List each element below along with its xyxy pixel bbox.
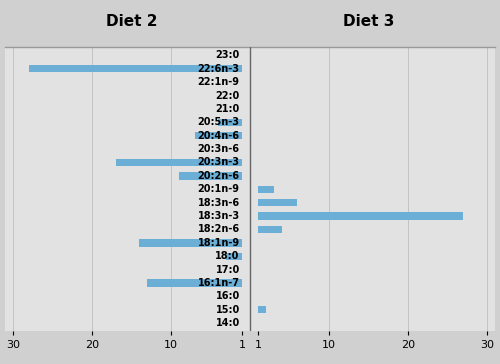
Bar — [258, 212, 464, 220]
Text: 21:0: 21:0 — [216, 104, 240, 114]
Bar — [226, 253, 242, 260]
Text: 20:3n-6: 20:3n-6 — [198, 144, 239, 154]
Text: 20:4n-6: 20:4n-6 — [198, 131, 239, 141]
Text: 20:2n-6: 20:2n-6 — [198, 171, 239, 181]
Text: Diet 3: Diet 3 — [343, 13, 394, 28]
Text: 18:2n-6: 18:2n-6 — [198, 225, 239, 234]
Text: 18:1n-9: 18:1n-9 — [198, 238, 239, 248]
Text: 18:0: 18:0 — [216, 251, 240, 261]
Bar — [258, 226, 281, 233]
Text: Diet 2: Diet 2 — [106, 13, 157, 28]
Bar — [258, 306, 266, 313]
Bar — [258, 199, 298, 206]
Bar — [179, 172, 242, 179]
Text: 18:3n-3: 18:3n-3 — [198, 211, 239, 221]
Text: 20:3n-3: 20:3n-3 — [198, 158, 239, 167]
Text: 20:1n-9: 20:1n-9 — [198, 184, 239, 194]
Bar — [258, 186, 274, 193]
Bar — [148, 279, 242, 287]
Text: 18:3n-6: 18:3n-6 — [198, 198, 239, 208]
Bar — [194, 132, 242, 139]
Bar — [140, 239, 242, 246]
Text: 17:0: 17:0 — [216, 265, 240, 274]
Bar — [28, 65, 242, 72]
Text: 20:5n-3: 20:5n-3 — [198, 117, 239, 127]
Bar — [116, 159, 242, 166]
Text: 16:1n-7: 16:1n-7 — [198, 278, 239, 288]
Text: 22:0: 22:0 — [216, 91, 240, 100]
Text: 22:1n-9: 22:1n-9 — [198, 77, 239, 87]
Text: 14:0: 14:0 — [216, 318, 240, 328]
Bar — [218, 119, 242, 126]
Text: 22:6n-3: 22:6n-3 — [198, 64, 239, 74]
Text: 23:0: 23:0 — [216, 50, 240, 60]
Text: 15:0: 15:0 — [216, 305, 240, 315]
Text: 16:0: 16:0 — [216, 292, 240, 301]
